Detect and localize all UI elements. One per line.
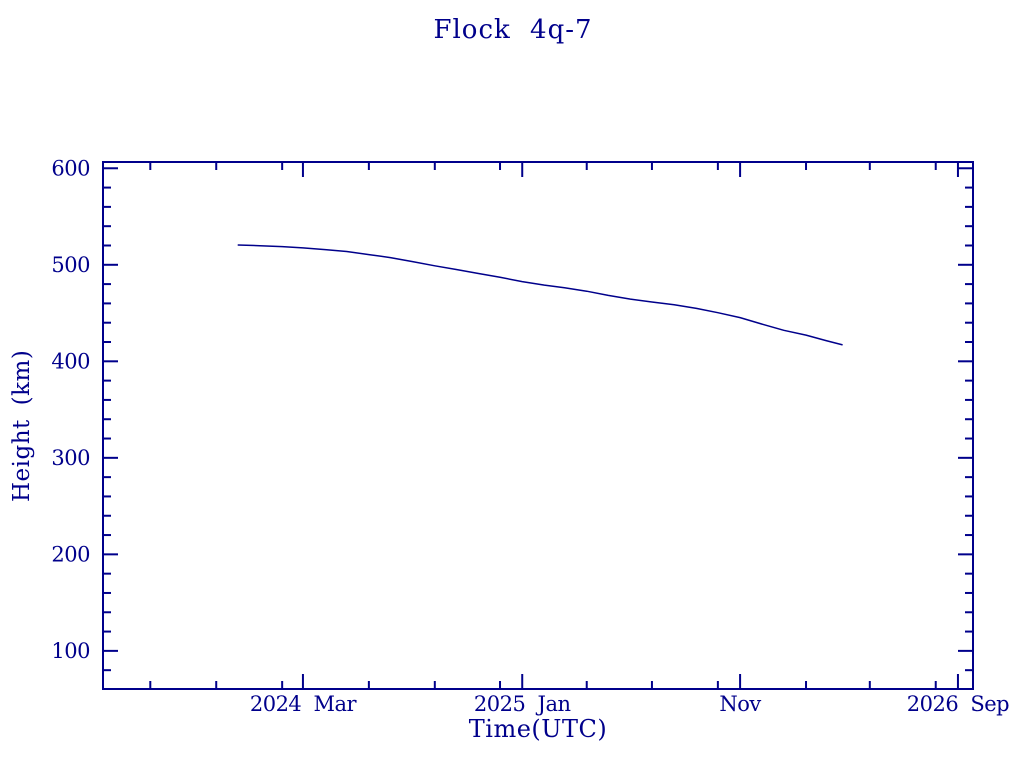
y-tick-label: 400 xyxy=(51,349,90,373)
x-tick-label: 2024 Mar xyxy=(250,692,358,716)
y-tick-label: 300 xyxy=(51,446,90,470)
y-tick-label: 600 xyxy=(51,156,90,180)
x-tick-label: 2026 Sep xyxy=(907,692,1009,716)
axis-ticks xyxy=(103,162,973,689)
x-axis-title: Time(UTC) xyxy=(468,715,608,743)
y-tick-label: 500 xyxy=(51,253,90,277)
x-tick-label: Nov xyxy=(719,692,761,716)
plot-frame xyxy=(102,161,974,690)
y-tick-label: 100 xyxy=(51,639,90,663)
chart-title: Flock 4q-7 xyxy=(433,15,593,45)
y-tick-label: 200 xyxy=(51,542,90,566)
height-curve xyxy=(237,244,843,346)
x-tick-label: 2025 Jan xyxy=(474,692,571,716)
